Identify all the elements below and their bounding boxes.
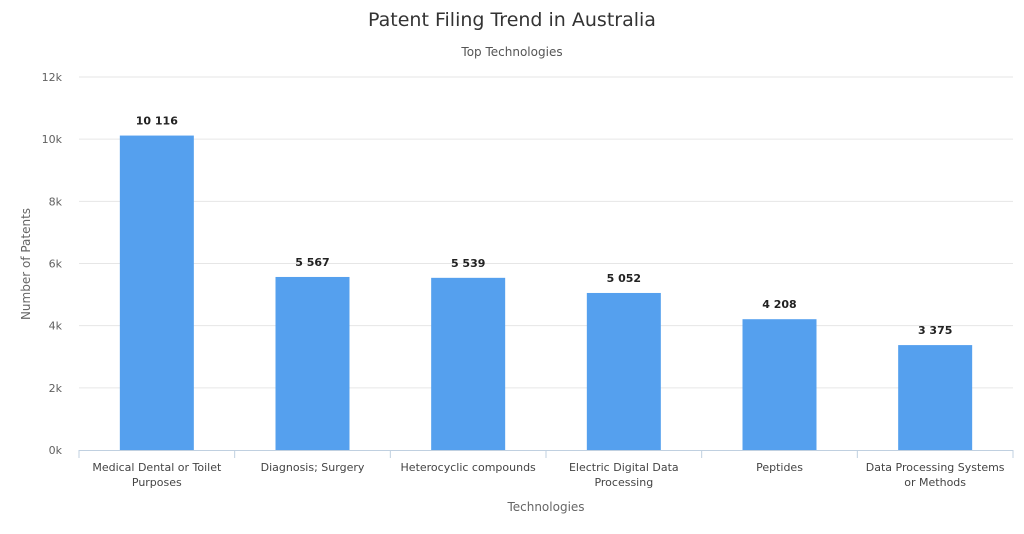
data-label: 10 116 [136, 115, 178, 128]
y-tick-label: 8k [49, 195, 63, 208]
data-label: 5 567 [295, 256, 329, 269]
chart-title: Patent Filing Trend in Australia [368, 9, 656, 31]
bar[interactable] [742, 319, 817, 450]
data-labels: 10 116 5 567 5 539 5 052 4 208 3 375 [136, 115, 953, 338]
bar[interactable] [586, 292, 661, 450]
y-tick-label: 4k [49, 320, 63, 333]
y-tick-label: 12k [42, 71, 63, 84]
bar[interactable] [898, 345, 973, 450]
x-axis-title: Technologies [506, 500, 584, 514]
y-axis-title: Number of Patents [19, 208, 33, 320]
x-category-label: Diagnosis; Surgery [261, 461, 365, 474]
chart-subtitle: Top Technologies [460, 45, 562, 59]
data-label: 4 208 [762, 298, 796, 311]
x-category-label: Data Processing Systems or Methods [866, 461, 1005, 489]
y-tick-label: 6k [49, 258, 63, 271]
bar[interactable] [431, 277, 506, 450]
x-category-label: Peptides [756, 461, 803, 474]
bars [119, 135, 973, 450]
y-tick-label: 10k [42, 133, 63, 146]
x-category-label: Electric Digital Data Processing [569, 461, 679, 489]
x-category-label: Heterocyclic compounds [401, 461, 537, 474]
x-category-label: Medical Dental or Toilet Purposes [92, 461, 222, 489]
y-tick-label: 2k [49, 382, 63, 395]
x-axis-categories: Medical Dental or Toilet Purposes Diagnosi… [92, 461, 1004, 489]
y-tick-label: 0k [49, 444, 63, 457]
data-label: 5 052 [607, 272, 641, 285]
y-axis-ticks: 0k 2k 4k 6k 8k 10k 12k [42, 71, 63, 457]
gridlines [79, 76, 1013, 389]
data-label: 3 375 [918, 324, 952, 337]
bar[interactable] [119, 135, 194, 450]
bar[interactable] [275, 276, 350, 450]
data-label: 5 539 [451, 257, 485, 270]
x-axis [78, 450, 1014, 458]
